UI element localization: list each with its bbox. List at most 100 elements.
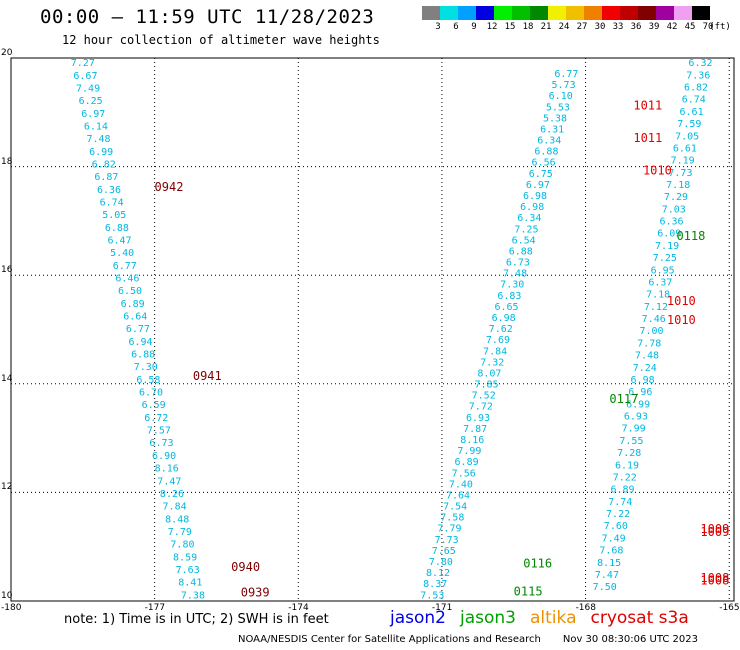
y-tick-label: 20 [1, 48, 13, 58]
wave-height-value: 6.98 [492, 313, 516, 324]
wave-height-value: 6.94 [128, 337, 152, 348]
x-tick-label: -168 [575, 603, 596, 613]
wave-height-value: 8.15 [597, 558, 621, 569]
wave-height-value: 8.41 [178, 578, 202, 589]
wave-height-value: 8.37 [423, 579, 447, 590]
legend-label: 30 [594, 22, 606, 32]
credit-text: NOAA/NESDIS Center for Satellite Applica… [238, 634, 541, 645]
wave-height-value: 6.93 [624, 412, 648, 423]
wave-height-value: 6.74 [100, 198, 124, 209]
wave-height-value: 7.59 [677, 119, 701, 130]
wave-height-value: 7.38 [181, 590, 205, 601]
wave-height-value: 6.32 [688, 58, 712, 69]
wave-height-value: 7.24 [633, 363, 657, 374]
wave-height-value: 7.60 [604, 521, 628, 532]
wave-height-value: 7.64 [446, 490, 470, 501]
wave-height-value: 7.85 [475, 380, 499, 391]
wave-height-value: 7.63 [176, 565, 200, 576]
wave-height-value: 7.25 [653, 253, 677, 264]
wave-height-value: 7.25 [514, 224, 538, 235]
wave-height-value: 5.38 [543, 113, 567, 124]
legend-swatch [530, 6, 548, 20]
wave-height-value: 7.30 [500, 280, 524, 291]
footnote: note: 1) Time is in UTC; 2) SWH is in fe… [64, 612, 329, 627]
wave-height-value: 7.68 [599, 546, 623, 557]
wave-height-value: 6.31 [540, 124, 564, 135]
wave-height-value: 7.32 [480, 357, 504, 368]
wave-height-value: 6.50 [118, 286, 142, 297]
wave-height-value: 6.89 [455, 457, 479, 468]
wave-height-value: 7.79 [437, 524, 461, 535]
x-tick-label: -177 [144, 603, 166, 613]
wave-height-value: 8.16 [460, 435, 484, 446]
wave-height-value: 6.47 [107, 236, 131, 247]
wave-height-value: 7.22 [606, 509, 630, 520]
wave-height-value: 7.84 [163, 502, 187, 513]
time-label: 1010 [667, 294, 696, 308]
wave-height-value: 5.05 [102, 210, 126, 221]
legend-unit: (ft) [709, 22, 731, 32]
wave-height-value: 7.74 [608, 497, 632, 508]
time-label: 0939 [241, 586, 270, 600]
wave-height-value: 6.65 [494, 302, 518, 313]
wave-height-value: 7.29 [664, 192, 688, 203]
wave-height-value: 7.46 [642, 314, 666, 325]
wave-height-value: 7.80 [170, 540, 194, 551]
credit-line: NOAA/NESDIS Center for Satellite Applica… [238, 634, 698, 645]
time-label: 0118 [676, 229, 705, 243]
wave-height-value: 6.82 [684, 83, 708, 94]
wave-height-value: 7.27 [71, 58, 95, 69]
legend-label: 15 [504, 22, 516, 32]
wave-height-value: 6.88 [105, 223, 129, 234]
legend-swatch [674, 6, 692, 20]
x-tick-label: -174 [288, 603, 309, 613]
time-label: 0942 [155, 180, 184, 194]
wave-height-value: 6.77 [113, 261, 137, 272]
wave-height-value: 6.64 [123, 312, 147, 323]
legend-swatch [656, 6, 674, 20]
wave-height-value: 7.48 [503, 269, 527, 280]
wave-height-value: 6.36 [97, 185, 121, 196]
legend-label: 12 [486, 22, 498, 32]
wave-height-value: 7.18 [646, 290, 670, 301]
wave-height-value: 6.99 [89, 147, 113, 158]
wave-height-value: 7.05 [675, 131, 699, 142]
legend-label: 33 [612, 22, 624, 32]
wave-height-value: 8.16 [155, 464, 179, 475]
wave-height-value: 7.47 [595, 570, 619, 581]
wave-height-value: 7.99 [622, 424, 646, 435]
legend-label: 18 [522, 22, 534, 32]
wave-height-value: 6.09 [657, 229, 681, 240]
wave-height-value: 7.22 [613, 472, 637, 483]
wave-height-value: 7.72 [469, 402, 493, 413]
page-subtitle: 12 hour collection of altimeter wave hei… [62, 33, 380, 47]
legend-swatch [548, 6, 566, 20]
time-label: 1009 [700, 522, 729, 536]
time-label: 1011 [633, 131, 662, 145]
wave-height-value: 7.49 [602, 533, 626, 544]
legend-swatch [620, 6, 638, 20]
legend-label: 21 [540, 22, 552, 32]
legend-label: 6 [453, 22, 459, 32]
wave-height-value: 8.48 [165, 514, 189, 525]
wave-height-value: 7.47 [157, 476, 181, 487]
wave-height-value: 6.89 [121, 299, 145, 310]
satellite-name: jason2 [390, 608, 446, 628]
wave-height-value: 6.37 [648, 277, 672, 288]
wave-height-value: 6.61 [680, 107, 704, 118]
wave-height-value: 6.87 [94, 172, 118, 183]
time-label: 0940 [231, 560, 260, 574]
time-label: 0117 [609, 392, 638, 406]
wave-height-value: 6.82 [92, 160, 116, 171]
wave-height-value: 7.28 [617, 448, 641, 459]
wave-height-value: 6.98 [523, 191, 547, 202]
legend-label: 24 [558, 22, 570, 32]
wave-height-value: 7.18 [666, 180, 690, 191]
wave-height-value: 7.50 [593, 582, 617, 593]
wave-height-value: 7.87 [463, 424, 487, 435]
wave-height-value: 6.67 [73, 71, 97, 82]
y-tick-label: 12 [1, 482, 13, 493]
wave-height-value: 6.98 [631, 375, 655, 386]
legend-swatch [638, 6, 656, 20]
wave-height-value: 6.59 [142, 400, 166, 411]
